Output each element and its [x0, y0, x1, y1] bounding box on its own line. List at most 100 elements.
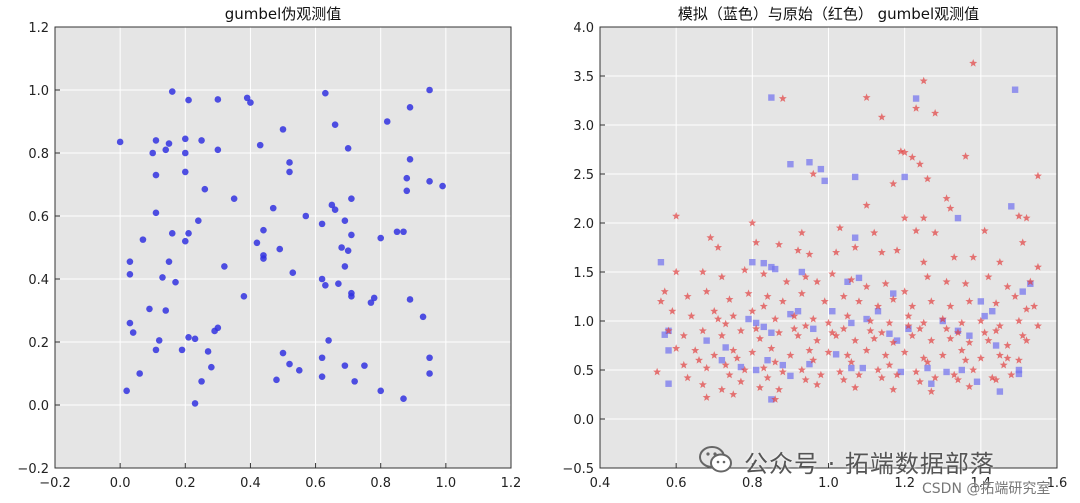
data-point — [1011, 292, 1020, 300]
data-point — [717, 331, 726, 340]
data-point — [126, 319, 134, 327]
data-point — [904, 311, 913, 320]
data-point — [752, 238, 761, 246]
data-point — [736, 377, 745, 386]
data-point — [733, 354, 742, 362]
data-point — [848, 319, 855, 327]
data-point — [931, 228, 940, 237]
data-point — [361, 362, 368, 369]
data-point — [162, 307, 170, 314]
data-point — [981, 312, 988, 320]
watermark-text: 公众号 · 拓端数据部落 — [744, 450, 995, 478]
data-point — [698, 380, 707, 389]
data-point — [946, 302, 955, 310]
data-point — [338, 244, 345, 251]
data-point — [923, 174, 932, 183]
data-point — [794, 246, 803, 254]
data-point — [881, 351, 890, 359]
y-tick-label: 1.2 — [28, 21, 49, 36]
y-tick-label: 0.4 — [28, 273, 49, 288]
y-tick-label: 2.5 — [573, 168, 594, 183]
data-point — [942, 277, 951, 286]
data-point — [279, 349, 287, 357]
data-point — [155, 337, 163, 344]
data-point — [763, 292, 772, 300]
x-tick-label: 0.4 — [590, 476, 611, 491]
data-point — [870, 228, 879, 237]
data-point — [759, 269, 768, 278]
data-point — [341, 263, 349, 270]
data-point — [185, 230, 192, 237]
data-point — [881, 279, 890, 288]
data-point — [999, 360, 1008, 369]
data-point — [828, 328, 837, 337]
data-point — [889, 295, 898, 303]
data-point — [116, 138, 124, 146]
data-point — [897, 368, 905, 376]
data-point — [806, 159, 813, 166]
data-point — [383, 118, 391, 125]
data-point — [958, 366, 965, 374]
data-point — [214, 146, 222, 154]
data-point — [214, 96, 222, 103]
data-point — [752, 324, 761, 333]
data-point — [851, 383, 860, 392]
data-point — [969, 253, 978, 261]
data-point — [168, 230, 176, 237]
data-point — [839, 292, 848, 300]
data-point — [679, 360, 688, 369]
data-point — [1015, 366, 1023, 374]
data-point — [950, 253, 959, 261]
data-point — [797, 228, 806, 237]
y-tick-label: 0.0 — [28, 399, 49, 414]
y-tick-label: 2.0 — [573, 217, 594, 232]
data-point — [919, 76, 928, 85]
data-point — [377, 234, 385, 242]
y-tick-label: 1.5 — [573, 266, 594, 281]
data-point — [657, 259, 665, 266]
data-point — [760, 259, 767, 267]
data-point — [247, 99, 254, 106]
data-point — [1022, 213, 1031, 222]
data-point — [276, 245, 284, 253]
data-point — [965, 338, 974, 346]
data-point — [665, 380, 672, 387]
data-point — [768, 263, 775, 271]
data-point — [286, 159, 293, 166]
data-point — [851, 243, 860, 251]
data-point — [344, 144, 352, 152]
data-point — [851, 336, 860, 344]
data-point — [912, 367, 921, 376]
data-point — [725, 370, 734, 379]
data-point — [426, 86, 433, 94]
data-point — [683, 373, 692, 382]
data-point — [927, 336, 936, 344]
data-point — [198, 378, 205, 385]
data-point — [717, 272, 726, 281]
data-point — [839, 324, 848, 333]
data-point — [953, 328, 962, 337]
data-point — [946, 334, 955, 343]
data-point — [665, 347, 672, 354]
data-point — [729, 346, 738, 354]
x-tick-label: 0.8 — [742, 476, 763, 491]
data-point — [152, 137, 160, 144]
data-point — [165, 140, 173, 147]
data-point — [961, 356, 970, 364]
data-point — [957, 346, 966, 354]
data-point — [1014, 211, 1023, 220]
data-point — [1014, 316, 1023, 325]
data-point — [653, 367, 662, 376]
data-point — [273, 376, 280, 384]
data-point — [893, 370, 902, 379]
data-point — [393, 228, 401, 236]
data-point — [885, 318, 894, 327]
data-point — [923, 357, 932, 366]
data-point — [786, 351, 795, 359]
data-point — [790, 311, 799, 320]
data-point — [240, 293, 248, 300]
data-point — [760, 323, 767, 331]
data-point — [152, 346, 160, 354]
data-point — [152, 171, 160, 179]
data-point — [775, 240, 783, 248]
